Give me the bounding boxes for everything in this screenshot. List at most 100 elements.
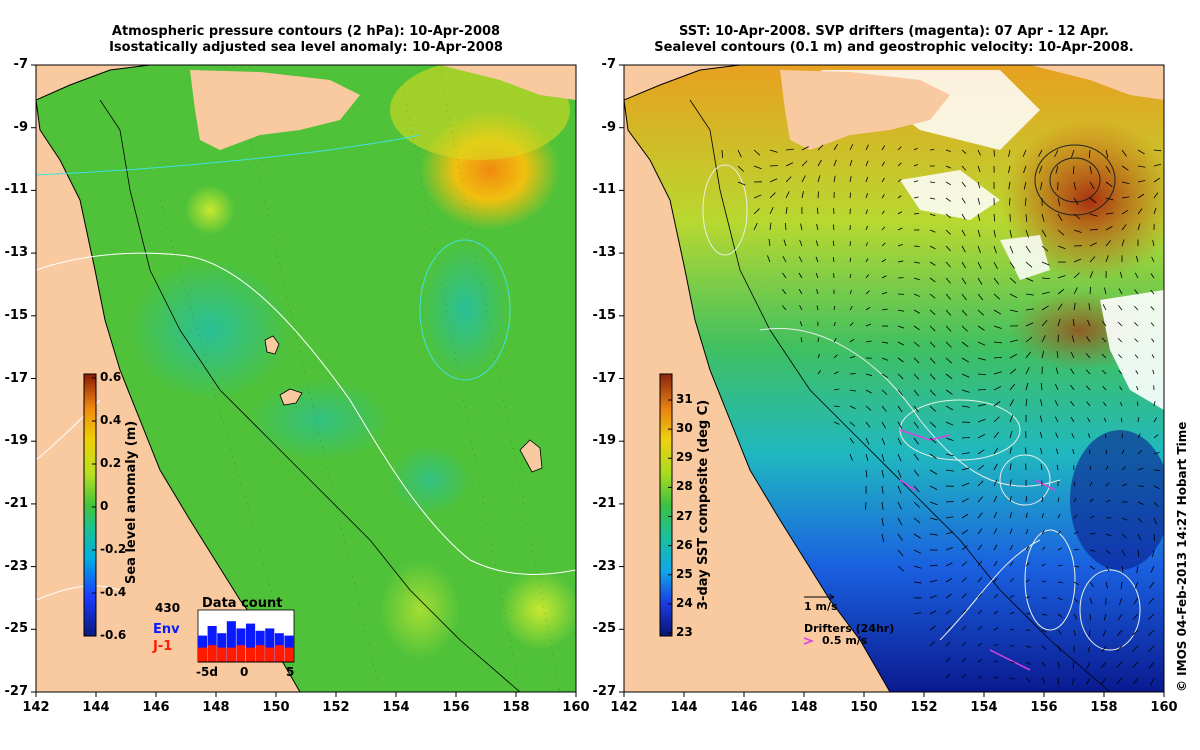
velocity-vector	[1118, 354, 1123, 359]
velocity-vector	[961, 625, 967, 631]
velocity-vector	[1121, 209, 1129, 215]
velocity-vector	[945, 341, 952, 348]
velocity-vector	[913, 277, 920, 281]
velocity-vector	[993, 416, 1000, 423]
velocity-vector	[897, 227, 903, 231]
velocity-vector	[945, 501, 954, 503]
velocity-vector	[1073, 597, 1079, 603]
velocity-vector	[817, 175, 821, 183]
velocity-vector	[977, 577, 983, 583]
velocity-vector	[1073, 498, 1077, 503]
velocity-vector	[865, 290, 870, 295]
velocity-vector	[1150, 565, 1155, 573]
velocity-vector	[897, 341, 905, 346]
velocity-vector	[913, 309, 920, 314]
velocity-vector	[1086, 677, 1091, 685]
velocity-vector	[1009, 495, 1012, 503]
velocity-vector	[945, 578, 953, 583]
velocity-vector	[753, 222, 758, 231]
right-map	[624, 65, 1164, 692]
velocity-vector	[945, 309, 952, 316]
y-tick-label: -17	[592, 370, 617, 386]
velocity-vector	[1101, 645, 1107, 653]
velocity-vector	[799, 305, 803, 311]
x-tick-label: 156	[1030, 700, 1058, 715]
velocity-vector	[897, 195, 902, 199]
velocity-vector	[1057, 318, 1061, 327]
velocity-vector	[977, 149, 981, 156]
velocity-vector	[849, 144, 854, 151]
velocity-vector	[1009, 368, 1017, 375]
velocity-vector	[1073, 181, 1077, 190]
velocity-vector	[833, 175, 836, 183]
velocity-vector	[849, 437, 855, 444]
velocity-vector	[1009, 353, 1018, 359]
velocity-vector	[1057, 645, 1061, 652]
velocity-vector	[1134, 354, 1139, 359]
velocity-vector	[897, 389, 903, 396]
velocity-vector	[1025, 245, 1031, 253]
velocity-vector	[1119, 271, 1123, 279]
velocity-vector	[1073, 514, 1078, 519]
velocity-vector	[993, 229, 996, 238]
velocity-vector	[929, 213, 936, 217]
velocity-vector	[1132, 629, 1139, 636]
velocity-vector	[832, 224, 835, 231]
velocity-vector	[1073, 302, 1076, 311]
velocity-vector	[865, 160, 869, 167]
velocity-vector	[961, 482, 970, 487]
velocity-vector	[832, 256, 835, 263]
velocity-vector	[1008, 197, 1011, 206]
velocity-vector	[1073, 287, 1078, 295]
velocity-vector	[849, 192, 852, 199]
velocity-vector	[1134, 322, 1139, 327]
velocity-vector	[929, 564, 938, 567]
velocity-vector	[1041, 661, 1046, 667]
velocity-vector	[977, 544, 983, 551]
velocity-vector	[781, 288, 787, 295]
colorbar-tick-label: 30	[676, 421, 693, 436]
velocity-vector	[929, 341, 936, 348]
velocity-vector	[961, 658, 967, 663]
drifters-label: Drifters (24hr)	[804, 622, 895, 635]
velocity-vector	[1009, 383, 1016, 391]
velocity-vector	[1121, 449, 1125, 455]
velocity-vector	[799, 321, 803, 327]
velocity-vector	[945, 625, 951, 631]
velocity-vector	[1025, 351, 1031, 359]
velocity-vector	[1118, 288, 1123, 295]
velocity-vector	[913, 581, 922, 584]
y-tick-label: -9	[601, 119, 616, 135]
velocity-vector	[1022, 149, 1027, 157]
velocity-vector	[833, 143, 838, 151]
y-tick-label: -27	[4, 684, 29, 699]
velocity-vector	[1073, 548, 1079, 551]
right-title: SST: 10-Apr-2008. SVP drifters (magenta)…	[624, 24, 1164, 56]
velocity-vector	[1057, 629, 1062, 635]
velocity-vector	[929, 277, 936, 283]
velocity-vector	[801, 191, 804, 199]
velocity-vector	[1055, 432, 1059, 439]
velocity-vector	[1121, 149, 1127, 157]
velocity-vector	[849, 257, 852, 263]
velocity-vector	[913, 341, 920, 347]
velocity-vector	[897, 260, 904, 263]
velocity-vector	[945, 293, 951, 300]
right-title-line2: Sealevel contours (0.1 m) and geostrophi…	[654, 40, 1134, 55]
velocity-vector	[1153, 533, 1155, 542]
velocity-vector	[865, 469, 868, 478]
velocity-vector	[1009, 561, 1014, 567]
velocity-vector	[961, 341, 969, 348]
velocity-vector	[1089, 256, 1096, 263]
velocity-vector	[1041, 613, 1047, 616]
velocity-vector	[1057, 613, 1063, 618]
velocity-vector	[961, 229, 966, 237]
velocity-vector	[1041, 335, 1046, 343]
velocity-vector	[1137, 467, 1144, 471]
velocity-vector	[1102, 385, 1107, 391]
velocity-vector	[977, 197, 981, 205]
velocity-vector	[1057, 661, 1060, 669]
velocity-vector	[993, 431, 999, 439]
velocity-vector	[1085, 369, 1091, 375]
velocity-vector	[798, 256, 803, 263]
